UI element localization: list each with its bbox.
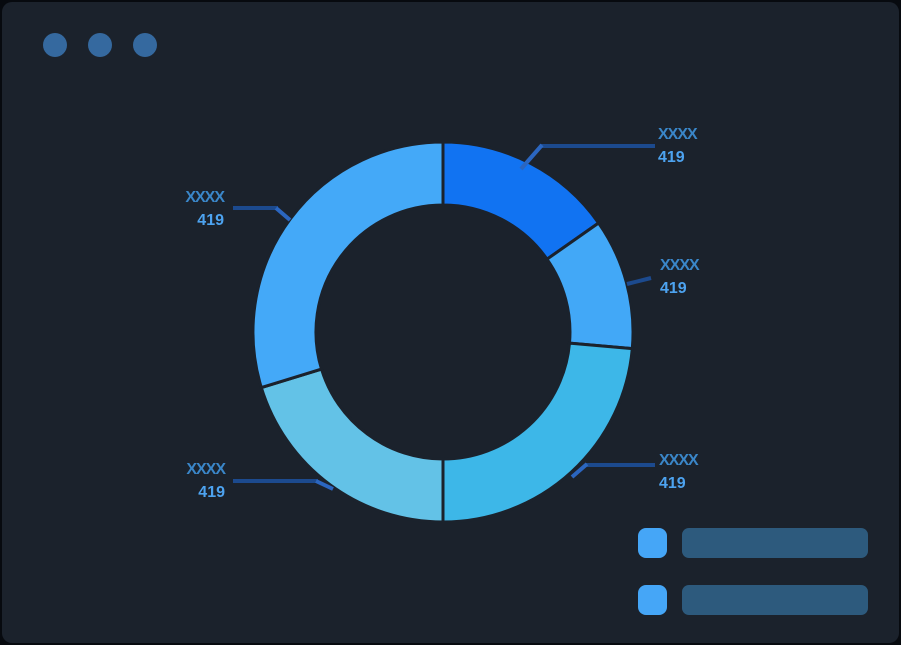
- legend-item[interactable]: [638, 585, 868, 615]
- legend-placeholder-bar: [682, 585, 868, 615]
- segment-name: XXXX: [658, 126, 698, 143]
- segment-label-bottom-left: XXXX 419: [186, 458, 226, 504]
- donut-ring: [251, 140, 635, 524]
- legend-swatch-icon: [638, 528, 667, 558]
- segment-label-right: XXXX 419: [660, 254, 700, 300]
- callout-tick-bottom-right: [570, 462, 589, 479]
- donut-segment-top-left[interactable]: [251, 140, 445, 390]
- segment-name: XXXX: [660, 257, 700, 274]
- chart-legend: [638, 528, 868, 642]
- segment-label-bottom-right: XXXX 419: [659, 449, 699, 495]
- segment-name: XXXX: [186, 461, 226, 478]
- legend-placeholder-bar: [682, 528, 868, 558]
- donut-segment-bottom-right[interactable]: [441, 341, 634, 524]
- window-titlebar: [43, 33, 157, 57]
- segment-value: 419: [660, 280, 687, 297]
- legend-swatch-icon: [638, 585, 667, 615]
- legend-item[interactable]: [638, 528, 868, 558]
- segment-value: 419: [658, 149, 685, 166]
- segment-value: 419: [197, 212, 224, 229]
- segment-name: XXXX: [185, 189, 225, 206]
- segment-name: XXXX: [659, 452, 699, 469]
- segment-value: 419: [659, 475, 686, 492]
- callout-tick-bottom-left: [315, 479, 334, 491]
- callout-tick-top-right: [519, 143, 544, 171]
- window-control-dot[interactable]: [133, 33, 157, 57]
- segment-value: 419: [198, 484, 225, 501]
- window-control-dot[interactable]: [88, 33, 112, 57]
- segment-label-top-right: XXXX 419: [658, 123, 698, 169]
- donut-segment-bottom-left[interactable]: [259, 367, 445, 524]
- callout-tick-top-left: [274, 206, 292, 222]
- segment-label-top-left: XXXX 419: [185, 186, 225, 232]
- window-control-dot[interactable]: [43, 33, 67, 57]
- callout-tick-right: [626, 276, 652, 286]
